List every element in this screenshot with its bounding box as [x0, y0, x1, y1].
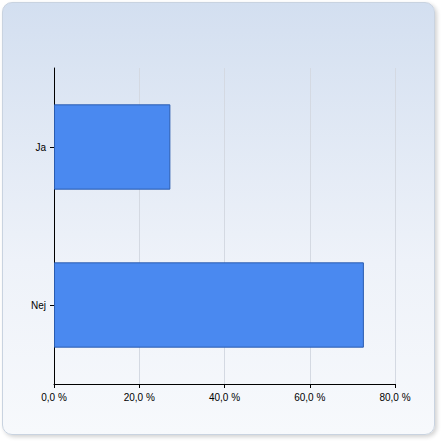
svg-text:Ja: Ja — [35, 142, 46, 153]
svg-text:40,0 %: 40,0 % — [209, 392, 240, 403]
svg-text:20,0 %: 20,0 % — [124, 392, 155, 403]
svg-text:0,0 %: 0,0 % — [41, 392, 67, 403]
svg-text:80,0 %: 80,0 % — [379, 392, 410, 403]
svg-text:Nej: Nej — [31, 300, 46, 311]
svg-text:60,0 %: 60,0 % — [294, 392, 325, 403]
